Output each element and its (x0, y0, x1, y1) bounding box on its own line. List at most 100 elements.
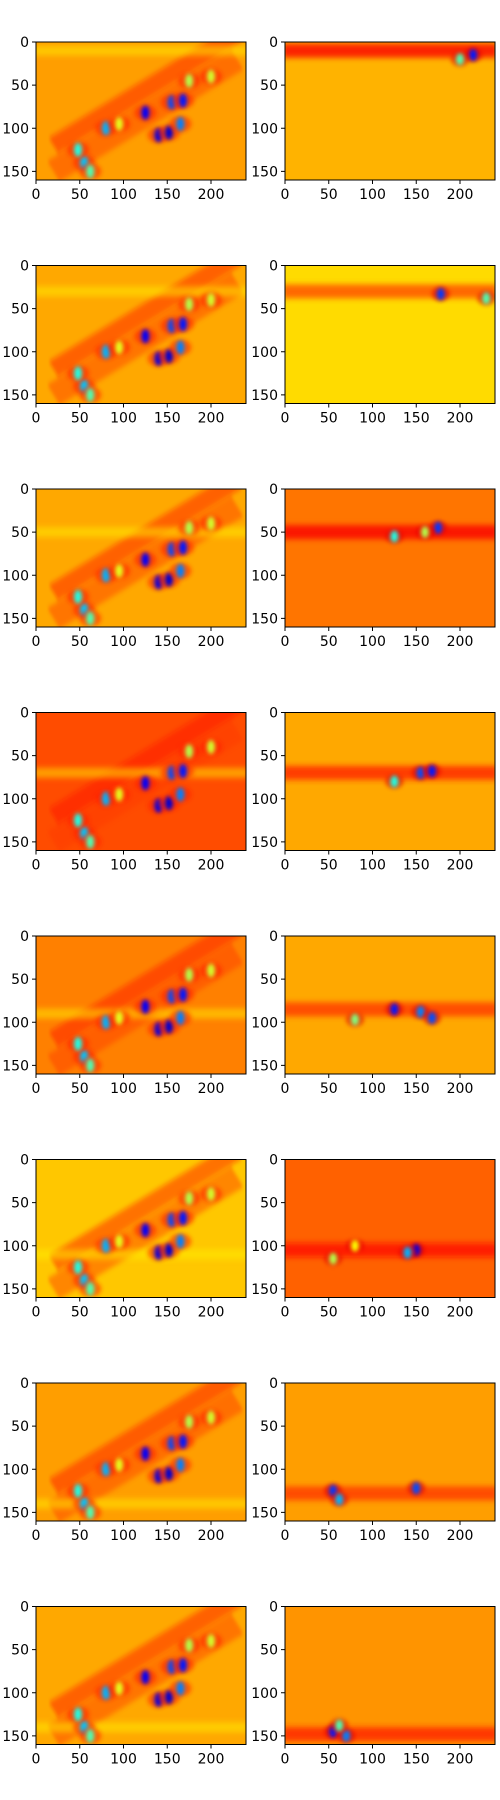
x-tick-label: 150 (403, 187, 430, 203)
x-tick-label: 200 (198, 1081, 225, 1097)
heatmap-panel-r2-c0: 0 50 100 150 200 0 50 100 150 (2, 482, 247, 650)
heatmap-blob (176, 1681, 185, 1696)
heatmap-blob (412, 1482, 421, 1495)
panel-frame (284, 1159, 496, 1298)
heatmap-panel-r4-c0: 0 50 100 150 200 0 50 100 150 (2, 929, 247, 1097)
x-tick-label: 100 (110, 1752, 137, 1768)
heatmap-panel-r0-c1: 0 50 100 150 200 0 50 100 150 (251, 35, 496, 203)
heatmap-blob (74, 813, 82, 828)
heatmap-blob (416, 766, 425, 779)
y-tick-label: 50 (11, 525, 29, 541)
heatmap-blob (115, 787, 124, 802)
heatmap-blob (141, 1670, 150, 1685)
x-tick-label: 0 (281, 1752, 290, 1768)
y-tick-label: 50 (11, 302, 29, 318)
x-tick-label: 200 (447, 1752, 474, 1768)
y-tick-label: 150 (2, 1058, 29, 1074)
heatmap-blob (335, 1493, 344, 1506)
y-tick-label: 50 (260, 1643, 278, 1659)
heatmap-band (36, 527, 246, 538)
heatmap-blob (207, 1634, 215, 1648)
x-tick-label: 150 (403, 1305, 430, 1321)
heatmap-panel-r5-c1: 0 50 100 150 200 0 50 100 150 (251, 1153, 496, 1321)
heatmap-blob (185, 520, 194, 535)
y-tick-label: 100 (251, 792, 278, 808)
heatmap-blob (165, 1019, 173, 1034)
heatmap-band (36, 286, 246, 297)
heatmap-blob (141, 1446, 150, 1461)
y-tick-label: 100 (2, 121, 29, 137)
y-tick-label: 0 (269, 35, 278, 51)
x-tick-label: 150 (154, 858, 181, 874)
heatmap-blob (102, 568, 110, 583)
heatmap-blob (179, 93, 187, 108)
heatmap-blob (86, 387, 95, 402)
x-tick-label: 100 (110, 1528, 137, 1544)
heatmap-band (285, 284, 495, 299)
y-tick-label: 150 (251, 1058, 278, 1074)
x-tick-label: 50 (320, 634, 338, 650)
heatmap-band (285, 1486, 495, 1501)
x-tick-label: 50 (71, 1752, 89, 1768)
y-tick-label: 100 (251, 121, 278, 137)
heatmap-blob (74, 1707, 82, 1722)
heatmap-blob (434, 521, 443, 534)
heatmap-blob (456, 53, 464, 66)
heatmap-blob (176, 563, 185, 578)
y-tick-label: 0 (269, 1600, 278, 1616)
heatmap-blob (74, 1483, 82, 1498)
y-tick-label: 150 (251, 388, 278, 404)
x-tick-label: 0 (32, 1752, 41, 1768)
y-tick-label: 50 (11, 78, 29, 94)
heatmap-blob (469, 48, 478, 61)
heatmap-blob (141, 329, 150, 344)
y-tick-label: 0 (20, 482, 29, 498)
x-tick-label: 150 (154, 1081, 181, 1097)
panel-frame (284, 712, 496, 851)
heatmap-blob (176, 1234, 185, 1249)
heatmap-blob (102, 1685, 110, 1700)
y-tick-label: 0 (20, 35, 29, 51)
x-tick-label: 150 (154, 1752, 181, 1768)
y-tick-label: 50 (260, 1196, 278, 1212)
x-tick-label: 50 (320, 1305, 338, 1321)
y-tick-label: 100 (2, 345, 29, 361)
heatmap-blob (428, 765, 436, 778)
x-tick-label: 0 (32, 411, 41, 427)
y-tick-label: 100 (251, 1015, 278, 1031)
heatmap-band (285, 1243, 495, 1258)
panel-frame (284, 935, 496, 1075)
heatmap-blob (207, 1187, 215, 1201)
panel-frame (35, 935, 247, 1075)
x-tick-label: 50 (71, 1305, 89, 1321)
heatmap-blob (390, 530, 399, 543)
y-tick-label: 50 (11, 972, 29, 988)
heatmap-blob (185, 1414, 194, 1429)
heatmap-panel-r7-c1: 0 50 100 150 200 0 50 100 150 (251, 1600, 496, 1768)
x-tick-label: 100 (359, 1528, 386, 1544)
heatmap-blob (74, 366, 82, 381)
heatmap-ridge (48, 1159, 241, 1271)
x-tick-label: 200 (198, 858, 225, 874)
heatmap-blob (390, 775, 399, 788)
y-tick-label: 150 (2, 1282, 29, 1298)
heatmap-blob (176, 1010, 185, 1025)
y-tick-label: 150 (251, 1729, 278, 1745)
x-tick-label: 0 (281, 1081, 290, 1097)
heatmap-blob (74, 1036, 82, 1051)
heatmap-blob (207, 69, 215, 84)
heatmap-ridge (48, 1606, 241, 1718)
heatmap-blob (185, 297, 194, 312)
heatmap-blob (329, 1252, 338, 1265)
heatmap-blob (176, 116, 185, 131)
heatmap-blob (165, 349, 173, 364)
heatmap-band (285, 765, 495, 780)
x-tick-label: 50 (71, 858, 89, 874)
heatmap-blob (165, 1243, 173, 1258)
x-tick-label: 100 (110, 1081, 137, 1097)
y-tick-label: 0 (20, 1153, 29, 1169)
y-tick-label: 150 (251, 835, 278, 851)
y-tick-label: 0 (269, 482, 278, 498)
heatmap-blob (416, 1005, 425, 1018)
x-tick-label: 200 (447, 187, 474, 203)
